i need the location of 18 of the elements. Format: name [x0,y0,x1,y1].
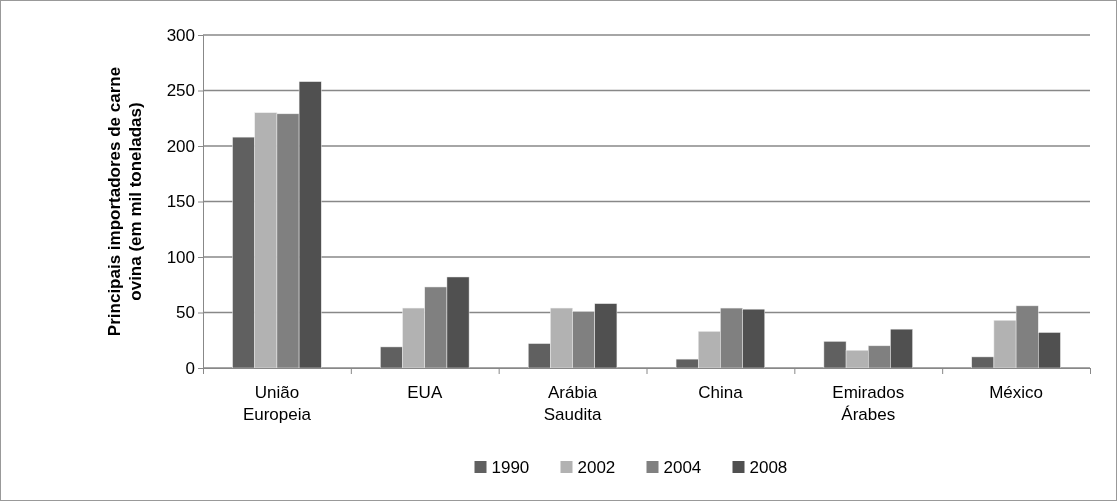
y-tick-label: 250 [166,81,195,101]
legend-label: 1990 [491,458,530,477]
y-tick-label: 100 [166,247,195,267]
legend-label: 2004 [663,458,702,477]
y-axis-title: Principais importadores de carne ovina (em mil toneladas) [105,66,145,337]
y-tick-label: 50 [176,303,195,323]
x-tick-label: União Europeia [242,383,312,424]
y-tick-label: 200 [166,136,195,156]
legend-label: 2008 [749,458,788,477]
x-tick-label: Arábia Saudita [543,383,602,424]
y-tick-label: 0 [185,358,195,378]
y-tick-label: 300 [166,25,195,45]
x-tick-label: China [698,383,744,402]
legend-label: 2002 [577,458,616,477]
x-tick-label: EUA [407,383,443,402]
x-tick-label: México [989,383,1044,402]
x-tick-label: Emirados Árabes [832,383,905,424]
y-tick-label: 150 [166,192,195,212]
